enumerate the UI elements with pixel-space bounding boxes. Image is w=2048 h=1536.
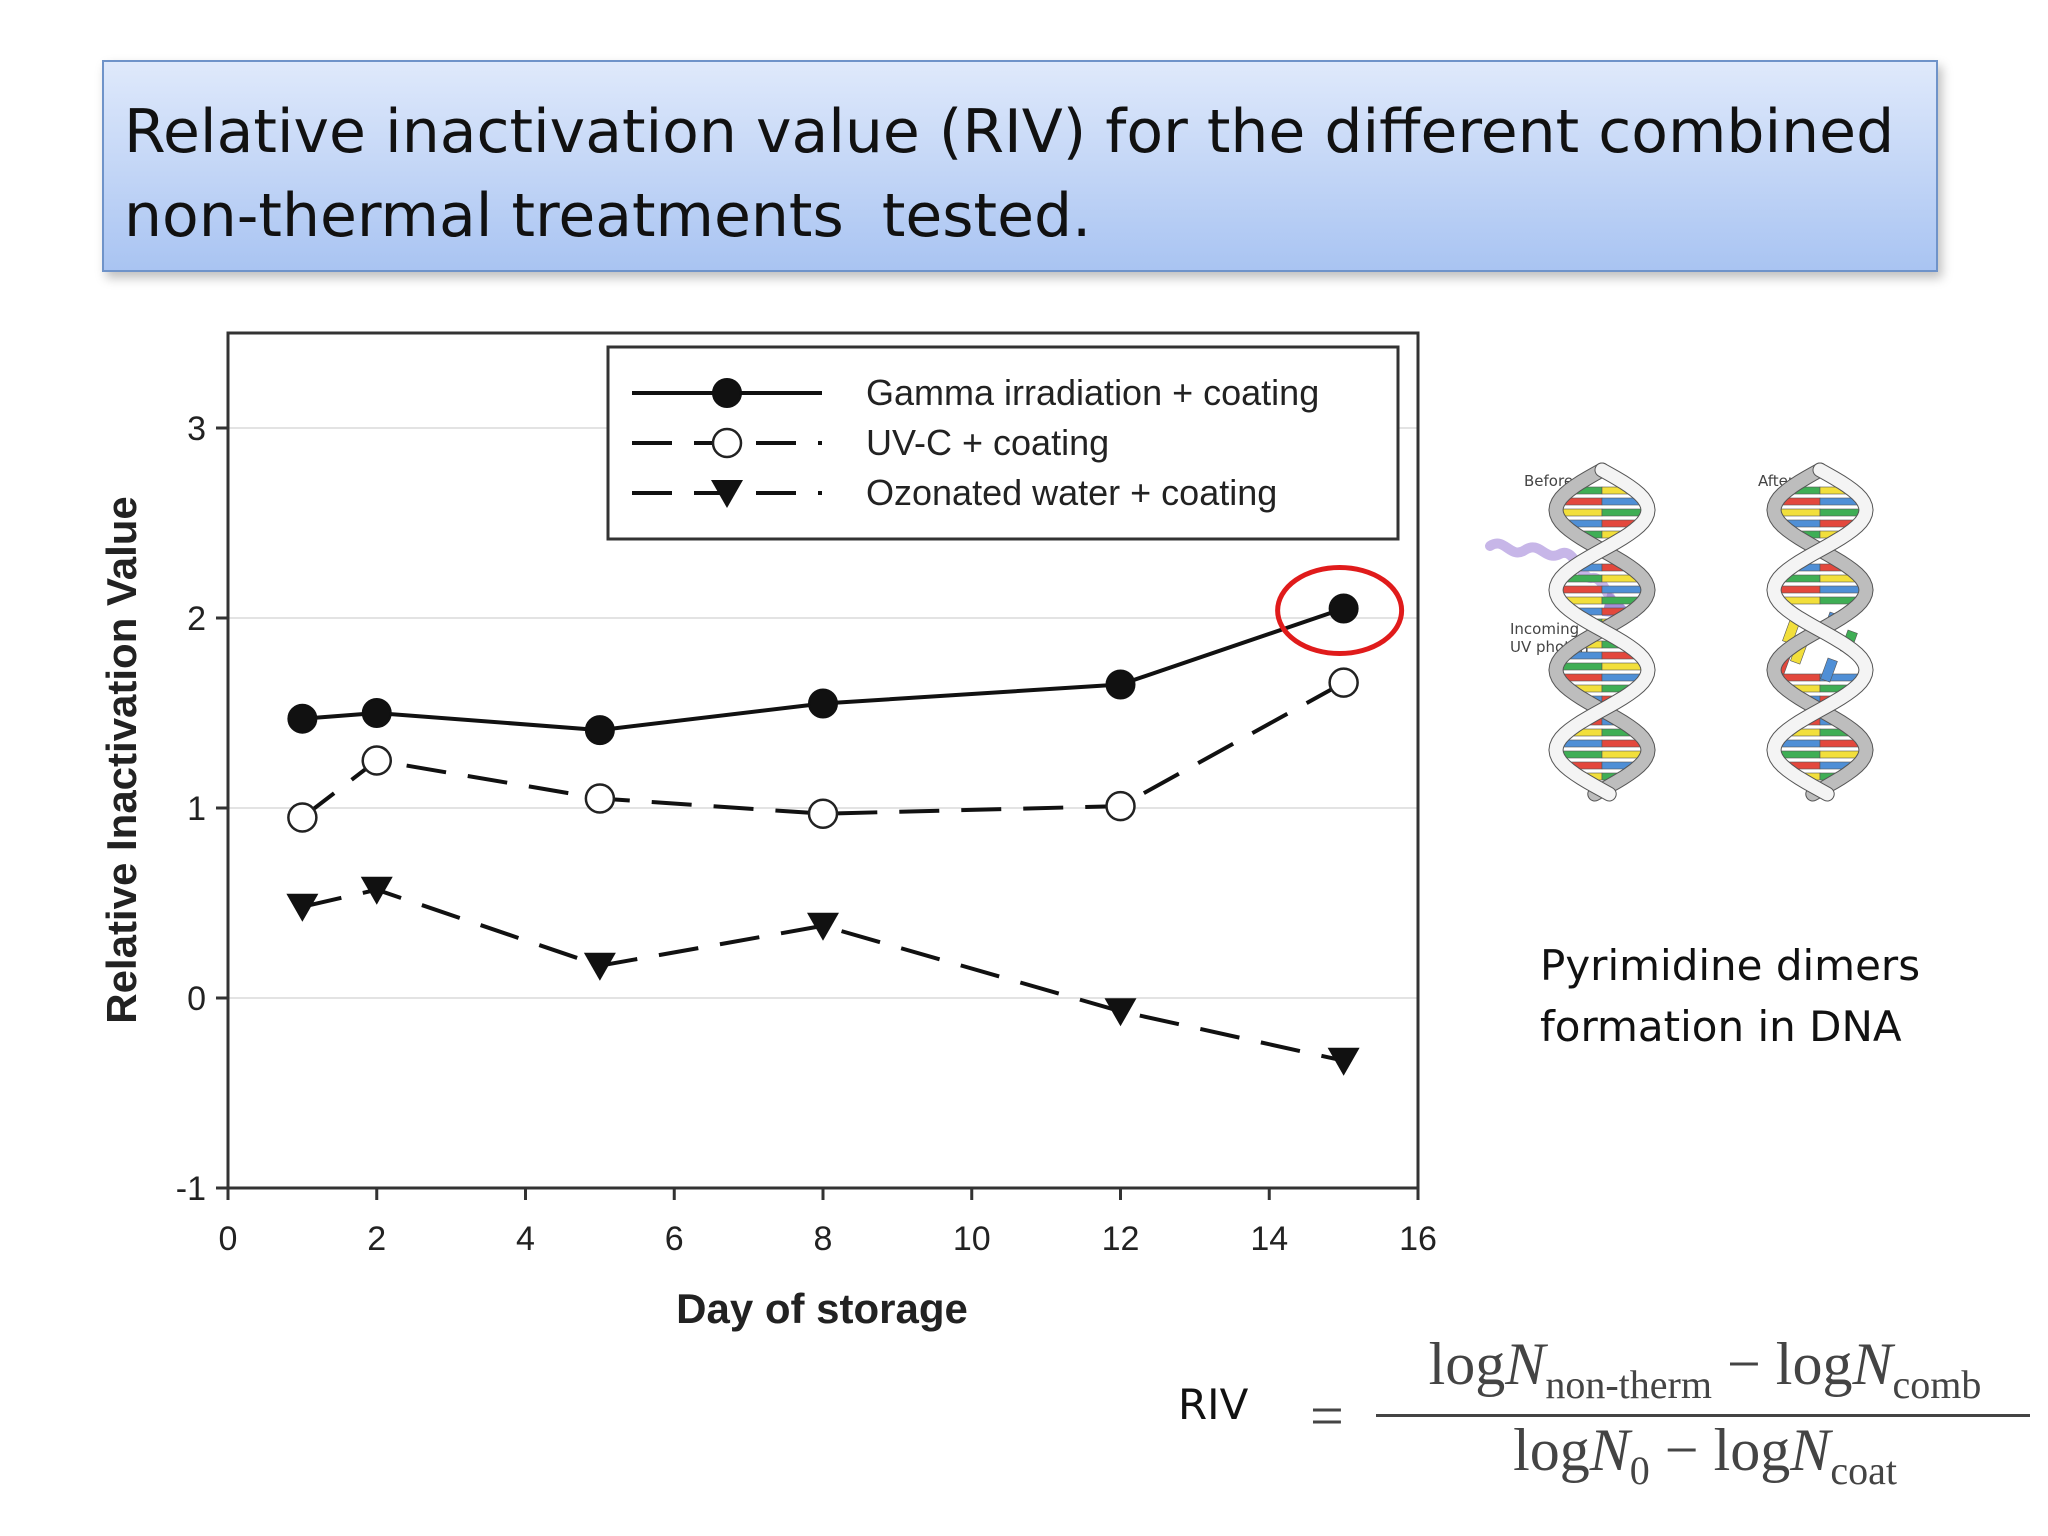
series-0-point <box>584 715 615 746</box>
num-sub-2: comb <box>1892 1362 1982 1407</box>
num-n-2: N <box>1852 1331 1893 1397</box>
series-0-point <box>361 698 392 728</box>
formula-denominator: logN0 − logNcoat <box>1380 1416 2030 1494</box>
title-box: Relative inactivation value (RIV) for th… <box>102 60 1938 272</box>
series-1-point <box>584 783 616 814</box>
den-sub-2: coat <box>1830 1448 1897 1493</box>
series-0-point <box>1328 593 1359 624</box>
den-minus: − <box>1649 1417 1714 1483</box>
dna-helix-after-icon <box>1766 462 1874 802</box>
num-log-2: log <box>1775 1331 1853 1397</box>
series-line-1 <box>301 680 1345 820</box>
photon-label-line1: Incoming <box>1510 620 1579 638</box>
series-2-point <box>583 952 616 981</box>
x-tick-label: 12 <box>1102 1220 1140 1258</box>
x-tick-label: 10 <box>953 1220 991 1258</box>
legend-label-2: Ozonated water + coating <box>866 472 1277 513</box>
formula-equals: = <box>1310 1383 1344 1449</box>
den-n-1: N <box>1589 1417 1630 1483</box>
den-log-1: log <box>1513 1417 1590 1483</box>
y-tick-label: 3 <box>187 410 206 448</box>
num-log-1: log <box>1428 1331 1506 1397</box>
x-tick-label: 4 <box>516 1220 535 1258</box>
series-2-point <box>360 876 393 905</box>
num-n-1: N <box>1505 1331 1546 1397</box>
riv-formula: = logNnon-therm − logNcomb logN0 − logNc… <box>1310 1330 2030 1500</box>
dna-diagram: Before: After: Incoming UV photon <box>1485 462 1874 802</box>
formula-numerator: logNnon-therm − logNcomb <box>1380 1330 2030 1408</box>
riv-label: RIV <box>1178 1380 1249 1429</box>
x-tick-label: 14 <box>1250 1220 1288 1258</box>
series-0-point <box>808 688 838 719</box>
series-1-point <box>287 802 318 833</box>
series-0-point <box>1105 669 1136 700</box>
den-n-2: N <box>1790 1417 1831 1483</box>
num-sub-1: non-therm <box>1545 1362 1712 1407</box>
x-axis-label: Day of storage <box>676 1285 968 1332</box>
series-2-point <box>286 893 319 922</box>
y-tick-label: 1 <box>187 790 206 828</box>
legend-label-1: UV-C + coating <box>866 422 1109 463</box>
y-tick-label: 0 <box>187 980 206 1018</box>
dna-helix-before-icon <box>1548 462 1656 802</box>
highlight-ring <box>1275 565 1405 656</box>
series-1-point <box>361 745 392 776</box>
series-1-point <box>807 798 839 829</box>
legend-marker-1 <box>711 427 743 459</box>
series-2-point <box>1327 1047 1360 1076</box>
y-tick-label: 2 <box>187 600 206 638</box>
x-tick-label: 16 <box>1399 1220 1437 1258</box>
num-minus: − <box>1711 1331 1776 1397</box>
legend-label-0: Gamma irradiation + coating <box>866 372 1319 413</box>
series-1-point <box>1328 667 1359 698</box>
den-sub-1: 0 <box>1629 1448 1650 1493</box>
fraction-bar <box>1376 1414 2030 1417</box>
series-2-point <box>1104 998 1137 1027</box>
slide-title: Relative inactivation value (RIV) for th… <box>124 97 1914 251</box>
x-tick-label: 2 <box>367 1220 386 1258</box>
x-tick-label: 0 <box>219 1220 238 1258</box>
series-2-point <box>807 912 839 941</box>
den-log-2: log <box>1713 1417 1791 1483</box>
series-1-point <box>1105 790 1136 822</box>
x-tick-label: 8 <box>814 1220 833 1258</box>
dna-caption: Pyrimidine dimers formation in DNA <box>1540 941 1921 1051</box>
series-0-point <box>287 703 318 734</box>
legend-marker-2 <box>711 480 743 508</box>
series-line-2 <box>301 887 1345 1063</box>
x-tick-label: 6 <box>665 1220 684 1258</box>
y-axis-label: Relative Inactivation Value <box>98 496 145 1024</box>
legend-marker-0 <box>712 378 742 408</box>
y-tick-label: -1 <box>176 1170 206 1208</box>
